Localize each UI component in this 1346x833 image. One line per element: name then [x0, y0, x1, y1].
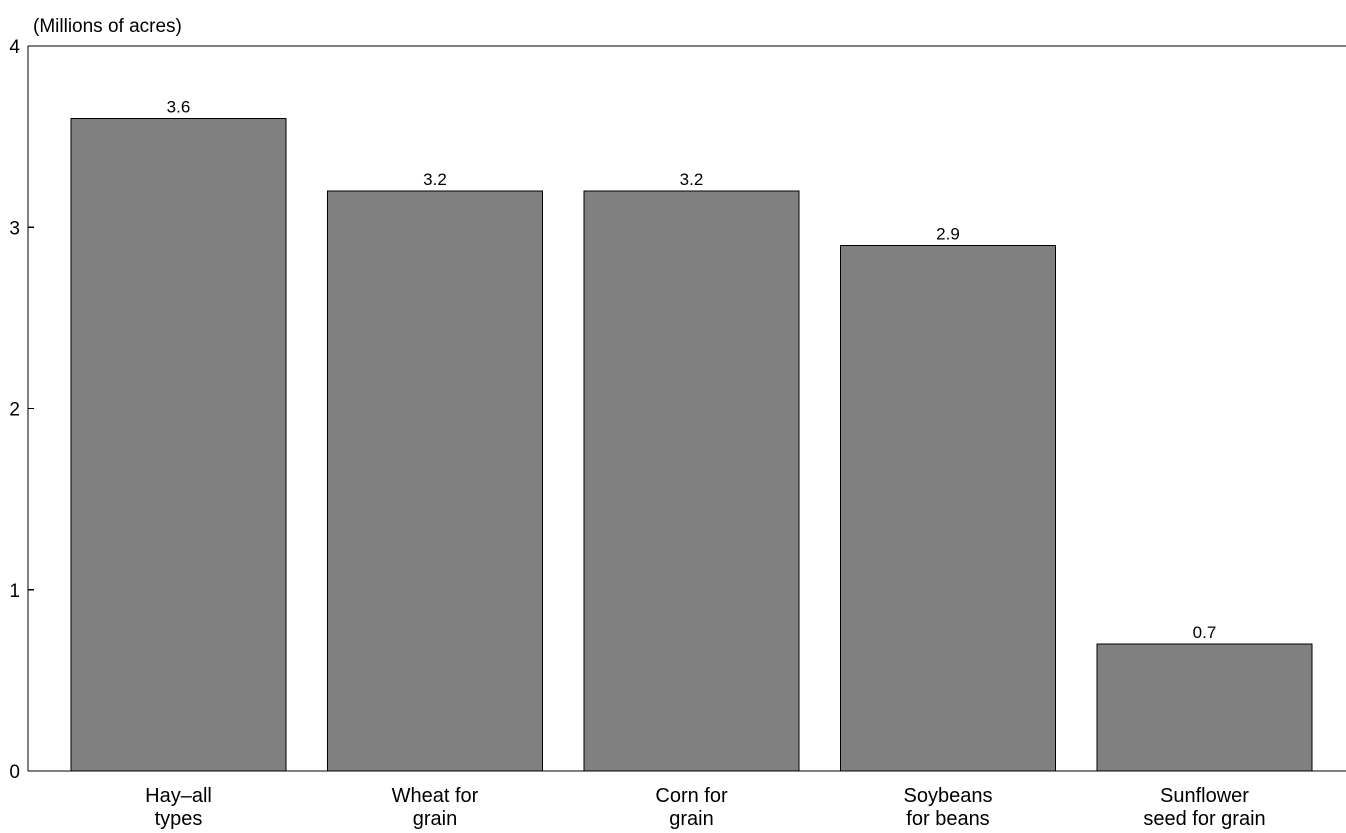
- data-labels: 3.6 3.2 3.2 2.9 0.7: [167, 98, 1217, 643]
- y-tick-label: 2: [9, 400, 20, 421]
- bar: [583, 190, 800, 772]
- y-axis-ticks: 0 1 2 3 4: [9, 37, 34, 783]
- data-label: 3.6: [167, 98, 191, 117]
- bar: [327, 190, 543, 772]
- x-category-label: for beans: [906, 808, 989, 830]
- y-tick-label: 0: [9, 762, 20, 783]
- x-category-label: grain: [669, 808, 713, 830]
- x-category-label: grain: [413, 808, 457, 830]
- x-category-label: Corn for: [655, 785, 728, 807]
- y-axis-unit-label: (Millions of acres): [33, 16, 182, 37]
- x-category-label: Soybeans: [904, 785, 993, 807]
- data-label: 0.7: [1193, 623, 1217, 642]
- y-tick-label: 4: [9, 37, 20, 58]
- bar: [70, 118, 287, 772]
- y-tick-label: 3: [9, 218, 20, 239]
- x-category-label: Hay–all: [145, 785, 212, 807]
- x-category-label: seed for grain: [1143, 808, 1265, 830]
- bar: [840, 244, 1056, 772]
- data-label: 2.9: [936, 224, 960, 243]
- bars: [70, 118, 1313, 772]
- x-category-label: Sunflower: [1160, 785, 1249, 807]
- y-tick-label: 1: [9, 581, 20, 602]
- data-label: 3.2: [423, 170, 447, 189]
- x-category-label: Wheat for: [392, 785, 479, 807]
- bar: [1096, 643, 1313, 772]
- x-category-label: types: [155, 808, 203, 830]
- data-label: 3.2: [680, 170, 704, 189]
